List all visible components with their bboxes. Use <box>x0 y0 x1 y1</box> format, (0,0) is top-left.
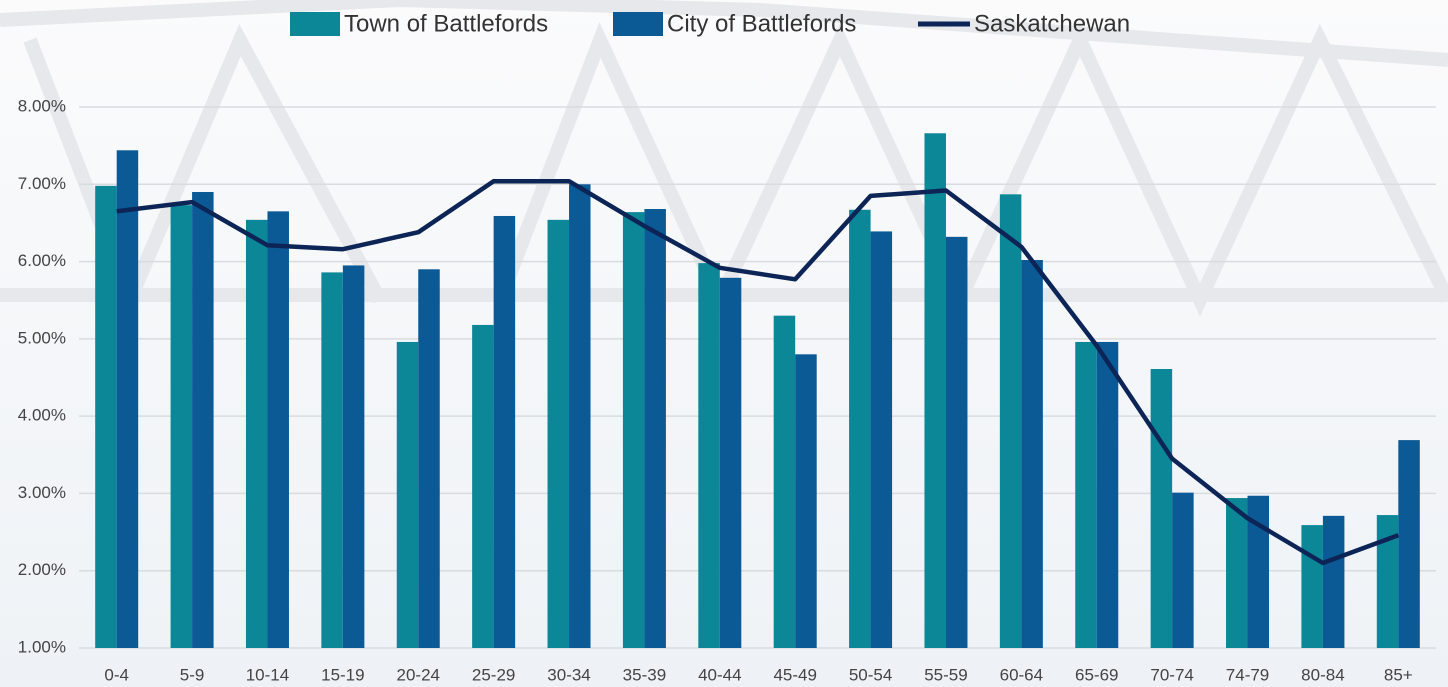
bar <box>569 184 591 649</box>
bar <box>95 185 117 648</box>
bar <box>1021 260 1043 648</box>
bar <box>1075 341 1097 648</box>
y-tick-label: 4.00% <box>18 406 66 425</box>
y-tick-label: 8.00% <box>18 96 66 115</box>
bar <box>170 205 193 648</box>
bar <box>396 341 419 648</box>
x-tick-label: 65-69 <box>1075 665 1118 684</box>
x-tick-label: 15-19 <box>321 665 364 684</box>
bar <box>1150 368 1173 648</box>
x-tick-label: 35-39 <box>623 665 666 684</box>
bar <box>870 231 893 648</box>
bar <box>418 269 440 648</box>
bar <box>924 133 946 648</box>
bar <box>267 211 289 649</box>
bar <box>547 219 570 648</box>
bar <box>773 315 796 648</box>
legend-label: Saskatchewan <box>974 10 1130 37</box>
bar <box>1247 495 1270 648</box>
bar <box>719 277 742 648</box>
x-tick-label: 20-24 <box>397 665 440 684</box>
x-tick-label: 74-79 <box>1226 665 1269 684</box>
bar <box>1172 492 1194 648</box>
x-tick-label: 80-84 <box>1301 665 1344 684</box>
bar <box>849 209 871 649</box>
bar <box>622 212 645 648</box>
bar <box>698 263 720 648</box>
y-tick-label: 5.00% <box>18 328 66 347</box>
x-tick-label: 70-74 <box>1150 665 1193 684</box>
x-tick-label: 60-64 <box>1000 665 1043 684</box>
bar <box>644 209 666 648</box>
bar <box>1322 515 1345 648</box>
x-tick-label: 85+ <box>1384 665 1413 684</box>
legend-label: City of Battlefords <box>667 10 856 37</box>
bar <box>1376 515 1399 648</box>
x-tick-label: 55-59 <box>924 665 967 684</box>
y-tick-label: 3.00% <box>18 483 66 502</box>
y-tick-label: 2.00% <box>18 560 66 579</box>
x-tick-label: 0-4 <box>104 665 129 684</box>
x-tick-label: 30-34 <box>547 665 590 684</box>
bar <box>795 354 817 648</box>
bar <box>321 272 343 648</box>
legend-label: Town of Battlefords <box>344 10 548 37</box>
bar <box>1226 498 1248 648</box>
x-tick-label: 50-54 <box>849 665 892 684</box>
legend-swatch <box>613 12 663 36</box>
bar <box>116 150 139 648</box>
y-tick-label: 6.00% <box>18 251 66 270</box>
x-tick-label: 10-14 <box>246 665 289 684</box>
bar <box>945 236 968 648</box>
legend-swatch <box>290 12 340 36</box>
x-tick-label: 25-29 <box>472 665 515 684</box>
bar <box>1096 341 1119 648</box>
bar <box>1301 525 1323 648</box>
bar <box>1398 440 1420 648</box>
bar <box>493 215 516 649</box>
y-tick-label: 1.00% <box>18 637 66 656</box>
bar <box>342 265 365 648</box>
bar <box>245 219 268 648</box>
bar <box>192 192 214 648</box>
y-tick-label: 7.00% <box>18 174 66 193</box>
bar <box>999 194 1022 648</box>
bar <box>472 324 494 648</box>
line <box>116 178 1400 566</box>
x-tick-label: 45-49 <box>773 665 816 684</box>
x-tick-label: 5-9 <box>180 665 205 684</box>
x-tick-label: 40-44 <box>698 665 741 684</box>
